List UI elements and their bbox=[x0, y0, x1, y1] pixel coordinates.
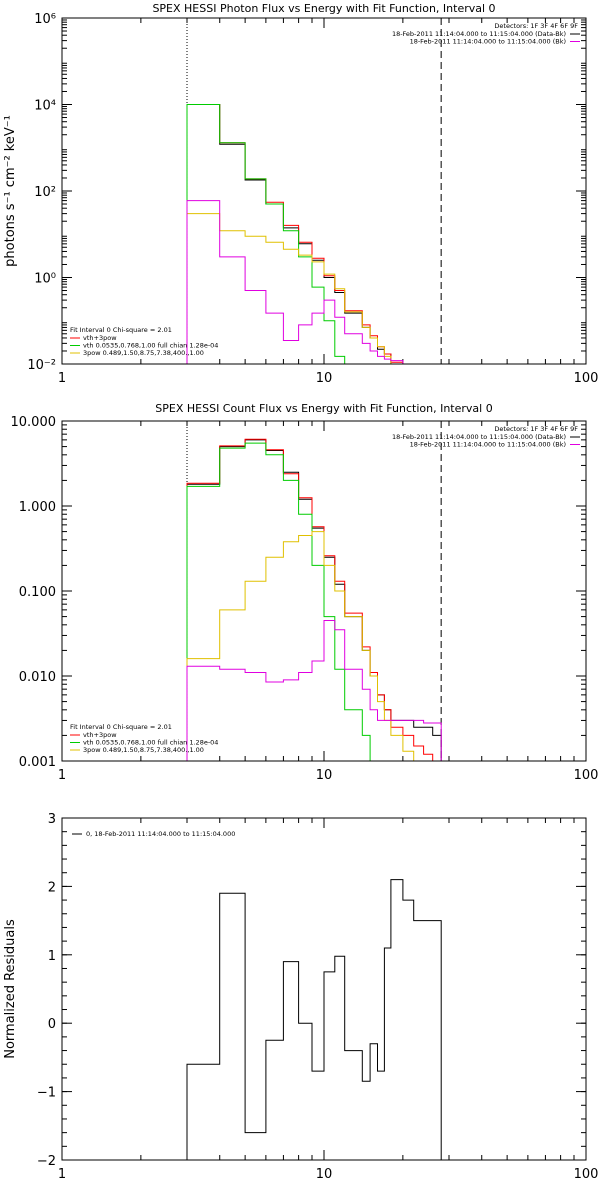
header-line-0-1: 18-Feb-2011 11:14:04.000 to 11:15:04.000… bbox=[410, 38, 566, 46]
header-line-1-1: 18-Feb-2011 11:14:04.000 to 11:15:04.000… bbox=[410, 441, 566, 449]
header-line-0-0: 18-Feb-2011 11:14:04.000 to 11:15:04.000… bbox=[392, 30, 566, 38]
y-tick-label-2-0: −2 bbox=[37, 1154, 56, 1169]
series-line-0-vth bbox=[186, 104, 442, 364]
y-tick-label-0-0: 10⁻² bbox=[27, 358, 56, 373]
y-axis-label-2: Normalized Residuals bbox=[3, 919, 18, 1059]
series-line-1-vth+3pow bbox=[186, 438, 442, 761]
x-tick-label-2-0: 1 bbox=[58, 1167, 66, 1182]
series-line-1-Bk bbox=[186, 620, 442, 761]
y-tick-label-0-4: 10⁶ bbox=[34, 12, 56, 27]
legend-item-1-2: 3pow 0.489,1.50,8.75,7.38,400.,1.00 bbox=[83, 746, 204, 754]
x-tick-label-0-2: 100 bbox=[574, 371, 599, 386]
legend-title-1: Fit Interval 0 Chi-square = 2.01 bbox=[70, 723, 172, 731]
y-tick-label-2-3: 1 bbox=[48, 949, 56, 964]
series-line-0-Data-Bk bbox=[186, 104, 442, 364]
series-line-2-residuals bbox=[186, 879, 442, 1160]
legend-item-0-0: vth+3pow bbox=[83, 334, 117, 342]
series-line-0-Bk bbox=[186, 200, 442, 364]
series-line-1-Data-Bk bbox=[186, 439, 442, 761]
x-tick-label-1-2: 100 bbox=[574, 768, 599, 783]
detectors-label-0: Detectors: 1F 3F 4F 6F 9F bbox=[494, 22, 578, 30]
x-tick-label-0-1: 10 bbox=[316, 371, 333, 386]
plot-frame-0 bbox=[61, 17, 587, 365]
x-tick-label-1-0: 1 bbox=[58, 768, 66, 783]
y-tick-label-1-2: 0.100 bbox=[19, 585, 56, 600]
y-tick-label-1-1: 0.010 bbox=[19, 670, 56, 685]
series-line-0-3pow bbox=[186, 213, 442, 364]
detectors-label-1: Detectors: 1F 3F 4F 6F 9F bbox=[494, 425, 578, 433]
y-tick-label-2-1: −1 bbox=[37, 1086, 56, 1101]
y-tick-label-0-2: 10² bbox=[34, 185, 56, 200]
y-tick-label-1-0: 0.001 bbox=[19, 755, 56, 770]
y-axis-label-0: photons s⁻¹ cm⁻² keV⁻¹ bbox=[3, 115, 18, 267]
x-tick-label-2-1: 10 bbox=[316, 1167, 333, 1182]
chart-title-1: SPEX HESSI Count Flux vs Energy with Fit… bbox=[155, 402, 492, 415]
x-tick-label-2-2: 100 bbox=[574, 1167, 599, 1182]
y-tick-label-1-3: 1.000 bbox=[19, 500, 56, 515]
legend-title-0: Fit Interval 0 Chi-square = 2.01 bbox=[70, 326, 172, 334]
plot-frame-2 bbox=[61, 817, 587, 1161]
legend-item-1-1: vth 0.0535,0.768,1.00 full chian 1.28e-0… bbox=[83, 739, 218, 747]
y-tick-label-2-4: 2 bbox=[48, 880, 56, 895]
y-tick-label-1-4: 10.000 bbox=[11, 415, 57, 430]
legend-item-1-0: vth+3pow bbox=[83, 731, 117, 739]
legend-item-0-2: 3pow 0.489,1.50,8.75,7.38,400.,1.00 bbox=[83, 349, 204, 357]
series-line-1-vth bbox=[186, 442, 442, 761]
legend-item-0-1: vth 0.0535,0.768,1.00 full chian 1.28e-0… bbox=[83, 342, 218, 350]
plot-frame-1 bbox=[61, 420, 587, 762]
y-tick-label-0-3: 10⁴ bbox=[34, 99, 56, 114]
legend-item-2-0: 0, 18-Feb-2011 11:14:04.000 to 11:15:04.… bbox=[86, 830, 235, 838]
y-tick-label-2-2: 0 bbox=[48, 1017, 56, 1032]
header-line-1-0: 18-Feb-2011 11:14:04.000 to 11:15:04.000… bbox=[392, 433, 566, 441]
y-tick-label-0-1: 10⁰ bbox=[34, 272, 56, 287]
chart-title-0: SPEX HESSI Photon Flux vs Energy with Fi… bbox=[152, 2, 495, 15]
x-tick-label-0-0: 1 bbox=[58, 371, 66, 386]
x-tick-label-1-1: 10 bbox=[316, 768, 333, 783]
series-line-0-vth+3pow bbox=[186, 104, 442, 364]
series-line-1-3pow bbox=[186, 531, 442, 761]
y-tick-label-2-5: 3 bbox=[48, 812, 56, 827]
